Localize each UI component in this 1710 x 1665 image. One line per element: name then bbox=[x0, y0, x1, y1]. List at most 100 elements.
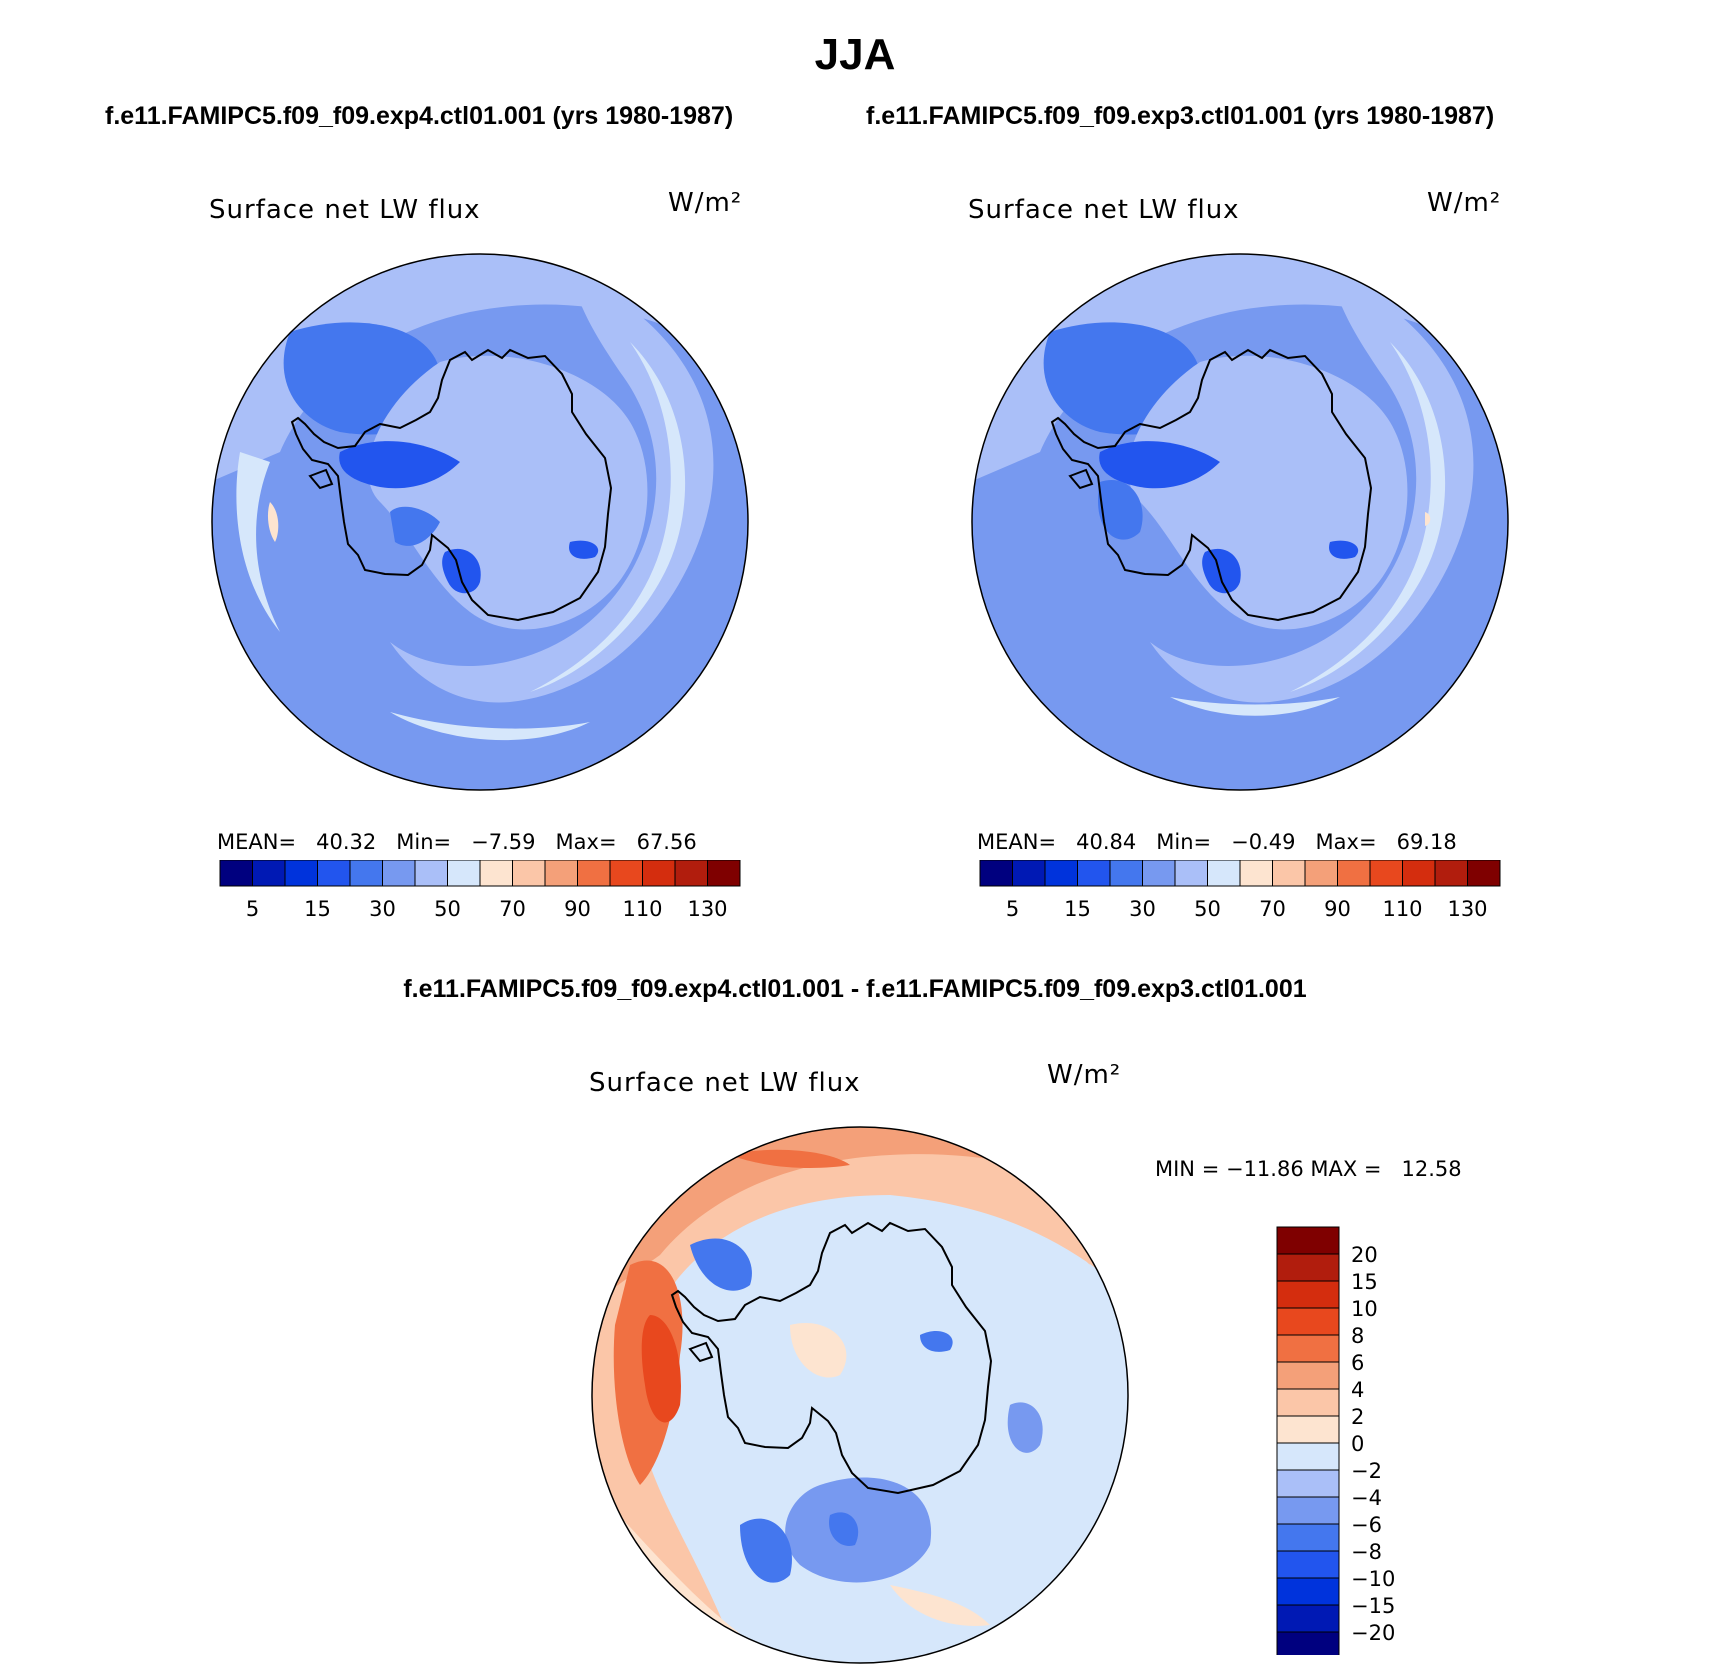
colorbar-diff-tick-13: −15 bbox=[1351, 1594, 1395, 1618]
stat-mean: 40.32 bbox=[316, 830, 377, 854]
colorbar-left-swatch-0 bbox=[219, 860, 253, 887]
colorbar-left-tick-7: 130 bbox=[687, 897, 727, 921]
colorbar-right-swatch-0 bbox=[979, 860, 1013, 887]
stat-max-label: Max= bbox=[1315, 830, 1377, 854]
stat-min-label: Min= bbox=[396, 830, 452, 854]
colorbar-right-tick-3: 50 bbox=[1194, 897, 1221, 921]
colorbar-right-swatch-15 bbox=[1467, 860, 1501, 887]
stat-mean: 40.84 bbox=[1076, 830, 1137, 854]
colorbar-diff-swatch-9 bbox=[1276, 1469, 1340, 1498]
colorbar-diff-swatch-11 bbox=[1276, 1523, 1340, 1552]
panel-left-units: W/m² bbox=[668, 188, 743, 218]
colorbar-diff-tick-0: 20 bbox=[1351, 1243, 1378, 1267]
colorbar-right-tick-1: 15 bbox=[1064, 897, 1091, 921]
colorbar-right-tick-2: 30 bbox=[1129, 897, 1156, 921]
stat-min: −7.59 bbox=[471, 830, 536, 854]
colorbar-right-swatch-7 bbox=[1207, 860, 1241, 887]
colorbar-left-swatch-5 bbox=[382, 860, 416, 887]
panel-left-variable: Surface net LW flux bbox=[209, 195, 481, 225]
colorbar-diff-tick-7: 0 bbox=[1351, 1432, 1364, 1456]
colorbar-left-swatch-6 bbox=[414, 860, 448, 887]
colorbar-left-swatch-9 bbox=[512, 860, 546, 887]
colorbar-left-swatch-12 bbox=[609, 860, 643, 887]
colorbar-right-swatch-13 bbox=[1402, 860, 1436, 887]
colorbar-left-tick-6: 110 bbox=[622, 897, 662, 921]
colorbar-right-swatch-3 bbox=[1077, 860, 1111, 887]
stat-max: 67.56 bbox=[636, 830, 697, 854]
colorbar-left-swatch-13 bbox=[642, 860, 676, 887]
colorbar-diff-swatch-8 bbox=[1276, 1442, 1340, 1471]
stat-min-label: Min= bbox=[1156, 830, 1212, 854]
colorbar-right-swatch-2 bbox=[1044, 860, 1078, 887]
colorbar-left-swatch-11 bbox=[577, 860, 611, 887]
panel-right-units: W/m² bbox=[1427, 188, 1502, 218]
colorbar-diff-tick-11: −8 bbox=[1351, 1540, 1382, 1564]
colorbar-right-swatch-6 bbox=[1174, 860, 1208, 887]
stat-max: 69.18 bbox=[1396, 830, 1457, 854]
colorbar-diff-swatch-5 bbox=[1276, 1361, 1340, 1390]
colorbar-left-swatch-4 bbox=[349, 860, 383, 887]
difference-variable: Surface net LW flux bbox=[589, 1068, 861, 1098]
colorbar-diff-swatch-4 bbox=[1276, 1334, 1340, 1363]
map-left bbox=[211, 253, 749, 791]
colorbar-right-tick-6: 110 bbox=[1382, 897, 1422, 921]
colorbar-left-tick-0: 5 bbox=[246, 897, 259, 921]
colorbar-right-swatch-8 bbox=[1239, 860, 1273, 887]
colorbar-diff-tick-9: −4 bbox=[1351, 1486, 1382, 1510]
colorbar-left-swatch-7 bbox=[447, 860, 481, 887]
colorbar-diff-swatch-0 bbox=[1276, 1226, 1340, 1255]
colorbar-diff-tick-5: 4 bbox=[1351, 1378, 1364, 1402]
main-title: JJA bbox=[814, 30, 896, 79]
colorbar-right-swatch-12 bbox=[1369, 860, 1403, 887]
colorbar-diff-tick-6: 2 bbox=[1351, 1405, 1364, 1429]
colorbar-left-swatch-3 bbox=[317, 860, 351, 887]
colorbar-diff-tick-1: 15 bbox=[1351, 1270, 1378, 1294]
colorbar-left: 5 15 30 50 70 90 110 130 bbox=[219, 860, 741, 921]
case-title-left: f.e11.FAMIPC5.f09_f09.exp4.ctl01.001 (yr… bbox=[105, 102, 734, 130]
colorbar-right: 5 15 30 50 70 90 110 130 bbox=[979, 860, 1501, 921]
colorbar-right-swatch-11 bbox=[1337, 860, 1371, 887]
colorbar-left-tick-2: 30 bbox=[369, 897, 396, 921]
colorbar-diff-tick-2: 10 bbox=[1351, 1297, 1378, 1321]
colorbar-right-swatch-9 bbox=[1272, 860, 1306, 887]
stat-mean-label: MEAN= bbox=[217, 830, 297, 854]
colorbar-diff-swatch-12 bbox=[1276, 1550, 1340, 1579]
colorbar-diff-swatch-3 bbox=[1276, 1307, 1340, 1336]
colorbar-left-swatch-2 bbox=[284, 860, 318, 887]
colorbar-diff-swatch-7 bbox=[1276, 1415, 1340, 1444]
colorbar-left-swatch-1 bbox=[252, 860, 286, 887]
map-difference bbox=[591, 1126, 1129, 1664]
colorbar-left-swatch-8 bbox=[479, 860, 513, 887]
difference-title: f.e11.FAMIPC5.f09_f09.exp4.ctl01.001 - f… bbox=[403, 975, 1307, 1003]
colorbar-diff-tick-3: 8 bbox=[1351, 1324, 1364, 1348]
colorbar-diff-swatch-13 bbox=[1276, 1577, 1340, 1606]
colorbar-left-tick-5: 90 bbox=[564, 897, 591, 921]
colorbar-diff-tick-12: −10 bbox=[1351, 1567, 1395, 1591]
colorbar-diff-swatch-6 bbox=[1276, 1388, 1340, 1417]
stat-mean-label: MEAN= bbox=[977, 830, 1057, 854]
colorbar-diff-swatch-14 bbox=[1276, 1604, 1340, 1633]
map-right bbox=[971, 253, 1509, 791]
colorbar-diff-tick-8: −2 bbox=[1351, 1459, 1382, 1483]
panel-right-stats: MEAN= 40.84 Min= −0.49 Max= 69.18 bbox=[977, 830, 1457, 854]
colorbar-right-swatch-4 bbox=[1109, 860, 1143, 887]
colorbar-right-tick-7: 130 bbox=[1447, 897, 1487, 921]
colorbar-diff-tick-10: −6 bbox=[1351, 1513, 1382, 1537]
colorbar-left-tick-3: 50 bbox=[434, 897, 461, 921]
colorbar-right-tick-5: 90 bbox=[1324, 897, 1351, 921]
colorbar-left-swatch-14 bbox=[674, 860, 708, 887]
colorbar-left-tick-4: 70 bbox=[499, 897, 526, 921]
colorbar-diff-swatch-2 bbox=[1276, 1280, 1340, 1309]
colorbar-diff-tick-14: −20 bbox=[1351, 1621, 1395, 1645]
difference-minmax: MIN = −11.86 MAX = 12.58 bbox=[1155, 1157, 1462, 1181]
colorbar-right-tick-0: 5 bbox=[1006, 897, 1019, 921]
stat-min: −0.49 bbox=[1231, 830, 1296, 854]
colorbar-diff-swatch-15 bbox=[1276, 1631, 1340, 1655]
panel-right-variable: Surface net LW flux bbox=[968, 195, 1240, 225]
colorbar-left-swatch-10 bbox=[544, 860, 578, 887]
colorbar-right-swatch-10 bbox=[1304, 860, 1338, 887]
colorbar-right-swatch-14 bbox=[1434, 860, 1468, 887]
colorbar-diff-swatch-10 bbox=[1276, 1496, 1340, 1525]
panel-left-stats: MEAN= 40.32 Min= −7.59 Max= 67.56 bbox=[217, 830, 697, 854]
